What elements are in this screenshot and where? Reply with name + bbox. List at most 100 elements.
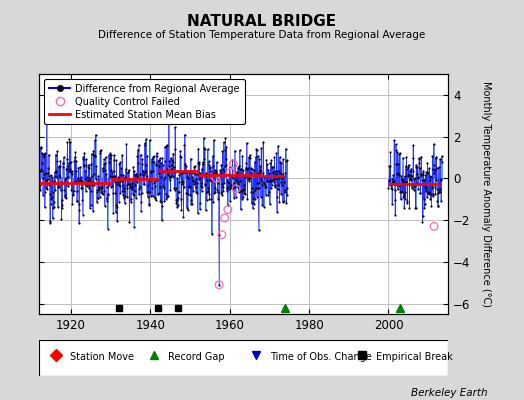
Point bbox=[412, 180, 421, 186]
Point bbox=[62, 174, 70, 181]
Point bbox=[221, 135, 230, 141]
Point bbox=[115, 161, 124, 167]
Point bbox=[276, 158, 285, 165]
Point bbox=[126, 176, 134, 182]
Point bbox=[405, 172, 413, 178]
Point bbox=[205, 177, 214, 183]
Point bbox=[436, 156, 444, 162]
Point bbox=[95, 184, 103, 191]
Point bbox=[151, 197, 160, 203]
Point bbox=[170, 185, 179, 191]
Point bbox=[283, 192, 291, 198]
Point bbox=[94, 194, 102, 201]
Point bbox=[229, 183, 237, 189]
Point bbox=[227, 182, 236, 188]
Point bbox=[137, 208, 145, 214]
Point bbox=[234, 187, 243, 193]
Point bbox=[390, 187, 399, 193]
Point bbox=[149, 153, 158, 160]
Point bbox=[84, 164, 93, 170]
Point bbox=[68, 171, 77, 177]
Point bbox=[92, 163, 101, 169]
Point bbox=[269, 169, 277, 176]
Point bbox=[195, 176, 203, 182]
Point bbox=[278, 199, 287, 206]
Point bbox=[56, 172, 64, 178]
Point bbox=[258, 178, 266, 184]
Point bbox=[396, 181, 405, 187]
Point bbox=[432, 153, 441, 160]
Point bbox=[162, 196, 170, 202]
Point bbox=[112, 157, 121, 164]
Point bbox=[214, 232, 223, 238]
Point bbox=[175, 172, 183, 178]
Point bbox=[228, 156, 236, 163]
Point bbox=[129, 191, 137, 197]
Point bbox=[140, 140, 149, 146]
Point bbox=[241, 191, 249, 197]
Point bbox=[176, 170, 184, 176]
Point bbox=[389, 179, 397, 186]
Point bbox=[49, 205, 58, 211]
Point bbox=[235, 163, 243, 169]
Point bbox=[232, 186, 241, 192]
Point bbox=[176, 153, 184, 159]
Point bbox=[190, 163, 199, 169]
Point bbox=[267, 177, 275, 184]
Point bbox=[402, 179, 410, 186]
Point bbox=[261, 182, 269, 188]
Point bbox=[152, 152, 161, 159]
Point bbox=[189, 176, 198, 183]
Point bbox=[226, 173, 235, 179]
Point bbox=[425, 165, 433, 172]
Point bbox=[36, 182, 44, 189]
Point bbox=[279, 156, 287, 162]
Point bbox=[104, 182, 113, 188]
Point bbox=[385, 177, 394, 184]
Point bbox=[139, 168, 147, 175]
Point bbox=[94, 184, 103, 190]
Point bbox=[111, 172, 119, 179]
Point bbox=[112, 209, 120, 215]
Point bbox=[148, 185, 156, 191]
Point bbox=[436, 176, 445, 183]
Point bbox=[36, 186, 45, 193]
Point bbox=[47, 178, 56, 185]
Point bbox=[239, 182, 248, 188]
Point bbox=[122, 141, 130, 147]
Point bbox=[259, 203, 268, 210]
Point bbox=[114, 176, 122, 182]
Point bbox=[392, 160, 401, 167]
Point bbox=[219, 166, 227, 172]
Point bbox=[48, 215, 57, 222]
Point bbox=[117, 165, 126, 171]
Point bbox=[127, 196, 135, 202]
Point bbox=[110, 152, 118, 158]
Point bbox=[87, 188, 95, 194]
Point bbox=[403, 200, 411, 206]
Point bbox=[38, 152, 47, 158]
Point bbox=[159, 169, 167, 176]
Point bbox=[247, 164, 255, 171]
Point bbox=[194, 159, 203, 165]
Point bbox=[43, 178, 51, 185]
Point bbox=[224, 202, 232, 208]
Point bbox=[83, 174, 91, 180]
Point bbox=[430, 141, 438, 147]
Point bbox=[431, 191, 440, 197]
Text: Record Gap: Record Gap bbox=[168, 352, 225, 362]
Point bbox=[119, 192, 127, 198]
Point bbox=[229, 184, 237, 191]
Point bbox=[437, 177, 445, 184]
Point bbox=[414, 175, 423, 181]
Point bbox=[278, 170, 286, 177]
Point bbox=[187, 200, 195, 207]
Point bbox=[111, 190, 119, 196]
Point bbox=[151, 162, 160, 168]
Point bbox=[45, 152, 53, 158]
Point bbox=[106, 183, 115, 190]
Point bbox=[56, 158, 64, 164]
Point bbox=[264, 166, 272, 173]
Point bbox=[205, 196, 214, 202]
Point bbox=[278, 181, 286, 188]
